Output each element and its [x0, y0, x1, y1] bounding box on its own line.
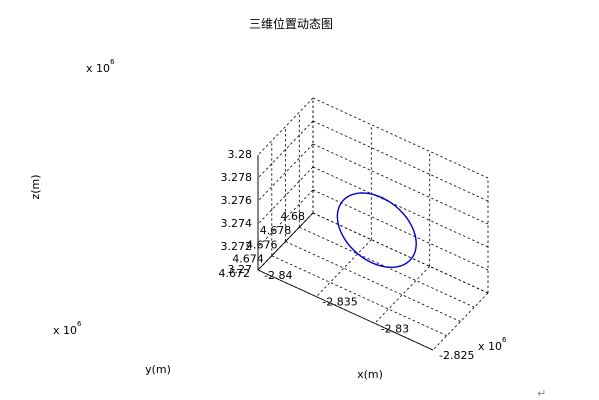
- grid-line-floor-y: [285, 241, 461, 322]
- z-exponent-label: x 10: [86, 62, 110, 75]
- z-tick-label: 3.272: [221, 240, 253, 253]
- x-tick-label: -2.84: [264, 269, 292, 282]
- grid-line-right-z: [312, 189, 489, 271]
- x-exponent-power: 6: [502, 336, 507, 344]
- trajectory-line: [336, 192, 417, 268]
- z-tick-label: 3.27: [228, 263, 253, 276]
- grid-line-right-z: [312, 212, 489, 294]
- tick-labels: 3.273.2723.2743.2763.2783.284.6724.6744.…: [219, 148, 475, 362]
- grid-line-right-z: [312, 166, 489, 248]
- grid-line-right-z: [312, 143, 489, 225]
- chart-title: 三维位置动态图: [249, 16, 333, 31]
- z-exponent: x 10 6: [86, 58, 115, 75]
- y-tick-label: 4.672: [219, 267, 251, 280]
- grid-line-left-z: [257, 97, 314, 156]
- x-exponent: x 10 6: [478, 336, 507, 353]
- y-exponent: x 10 6: [53, 320, 82, 337]
- x-tick-label: -2.825: [439, 349, 474, 362]
- corner-mark: ↵: [537, 387, 546, 400]
- grid-line-left-z: [257, 120, 314, 179]
- y-tick-label: 4.674: [232, 253, 264, 266]
- z-tick-label: 3.278: [221, 171, 253, 184]
- z-tick-label: 3.274: [221, 217, 253, 230]
- x-tick-label: -2.835: [322, 296, 357, 309]
- z-exponent-power: 6: [110, 58, 115, 66]
- grid-line-left-z: [257, 143, 314, 202]
- grid-line-floor-x: [374, 266, 430, 324]
- y-tick-label: 4.678: [260, 224, 292, 237]
- grid-line-floor-x: [432, 292, 489, 351]
- grid-line-floor-x: [316, 239, 372, 297]
- axis-lines: [257, 155, 434, 351]
- trajectory-series: [336, 192, 417, 268]
- grid-line-right-z: [312, 97, 489, 179]
- x-exponent-label: x 10: [478, 340, 502, 353]
- grid-line-right-z: [312, 120, 489, 202]
- y-exponent-label: x 10: [53, 324, 77, 337]
- x-tick-label: -2.83: [381, 322, 409, 335]
- z-axis-label: z(m): [29, 174, 42, 199]
- grid-line-floor-y: [271, 255, 447, 337]
- x-axis-label: x(m): [357, 368, 383, 381]
- z-tick-label: 3.276: [221, 194, 253, 207]
- y-exponent-power: 6: [77, 320, 82, 328]
- y-axis-label: y(m): [145, 363, 171, 376]
- y-tick-label: 4.68: [281, 210, 306, 223]
- y-axis-line: [257, 212, 314, 271]
- z-tick-label: 3.28: [228, 148, 253, 161]
- x-axis-line: [257, 269, 434, 351]
- y-tick-label: 4.676: [246, 239, 278, 252]
- grid-line-left-z: [257, 166, 314, 225]
- grid-line-left-z: [257, 189, 314, 248]
